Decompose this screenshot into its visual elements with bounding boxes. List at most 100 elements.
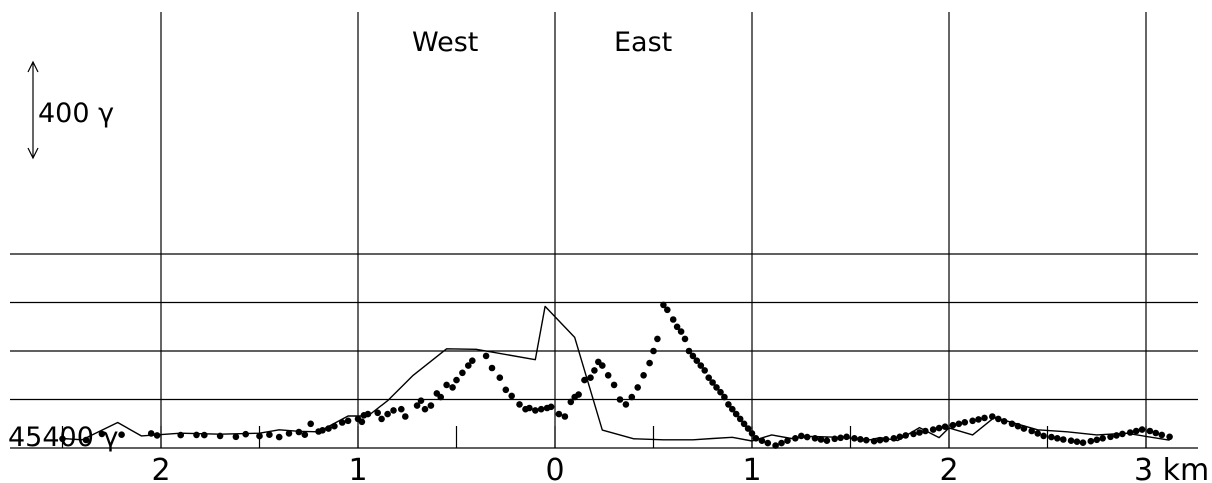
data-point xyxy=(989,413,996,420)
data-point xyxy=(421,405,429,413)
data-point xyxy=(744,425,752,432)
data-point xyxy=(876,436,884,444)
data-point xyxy=(929,426,937,433)
data-point xyxy=(890,435,898,442)
data-point xyxy=(995,415,1002,423)
data-point xyxy=(575,391,582,398)
data-point xyxy=(870,437,878,445)
data-point xyxy=(831,435,838,443)
data-point xyxy=(319,427,326,434)
data-point xyxy=(216,432,224,440)
data-point xyxy=(817,436,825,443)
data-point xyxy=(784,437,791,445)
data-point xyxy=(604,372,612,379)
data-point xyxy=(697,362,705,369)
data-point xyxy=(823,437,831,445)
data-point xyxy=(725,401,732,408)
data-point xyxy=(301,431,309,439)
labels-layer: West East 400 γ 45400 γ xyxy=(8,27,672,453)
data-point xyxy=(417,397,425,405)
data-point xyxy=(693,357,701,365)
data-point xyxy=(1014,422,1022,430)
data-point xyxy=(266,431,273,439)
data-point xyxy=(941,423,949,431)
data-point xyxy=(685,347,693,355)
data-point xyxy=(459,369,466,377)
data-point xyxy=(591,367,598,374)
data-point xyxy=(1020,425,1028,432)
data-point xyxy=(660,301,667,309)
data-point xyxy=(1079,439,1087,447)
data-point xyxy=(177,431,184,439)
data-point xyxy=(331,422,338,430)
data-point xyxy=(1152,429,1160,437)
direction-label-west: West xyxy=(412,27,478,58)
data-point xyxy=(1166,433,1173,441)
data-point xyxy=(453,376,460,384)
data-point xyxy=(896,433,904,441)
data-point xyxy=(713,384,720,391)
data-point xyxy=(1054,435,1061,442)
x-tick-label: 0 xyxy=(545,453,564,483)
data-point xyxy=(325,425,332,432)
data-point xyxy=(1132,427,1140,435)
data-point xyxy=(955,420,963,428)
data-point xyxy=(1146,427,1154,435)
data-point xyxy=(364,410,372,418)
scatter-points-layer xyxy=(59,301,1173,449)
data-point xyxy=(555,410,563,418)
data-point xyxy=(1099,435,1106,442)
data-point xyxy=(378,415,385,423)
x-tick-label: 3 km xyxy=(1134,453,1209,483)
data-point xyxy=(153,432,161,439)
data-point xyxy=(98,430,106,438)
data-point xyxy=(599,362,606,369)
data-point xyxy=(532,407,539,414)
data-point xyxy=(1158,431,1166,439)
grid-lines xyxy=(10,12,1198,449)
data-point xyxy=(837,434,844,442)
data-point xyxy=(561,413,569,420)
data-point xyxy=(851,435,858,442)
data-point xyxy=(628,393,636,401)
data-point xyxy=(427,402,435,409)
data-point xyxy=(1008,420,1016,428)
data-point xyxy=(732,410,740,418)
direction-label-east: East xyxy=(614,27,672,58)
data-point xyxy=(465,362,472,369)
data-point xyxy=(547,403,555,411)
data-point xyxy=(526,404,533,412)
data-point xyxy=(640,372,647,379)
data-point xyxy=(488,364,496,372)
data-point xyxy=(193,431,200,439)
data-point xyxy=(729,405,736,413)
data-point xyxy=(1073,438,1081,446)
data-point xyxy=(587,374,594,382)
data-point xyxy=(764,439,772,447)
data-point xyxy=(147,430,155,437)
data-point xyxy=(857,436,864,443)
data-point xyxy=(975,416,982,423)
data-point xyxy=(610,381,618,389)
data-point xyxy=(508,392,515,400)
data-point xyxy=(1067,437,1075,445)
data-point xyxy=(677,328,685,335)
data-point xyxy=(935,424,943,432)
data-point xyxy=(689,352,697,360)
data-point xyxy=(437,393,445,401)
data-point xyxy=(673,323,681,331)
data-point xyxy=(496,374,504,382)
data-point xyxy=(709,379,716,386)
data-point xyxy=(758,437,766,445)
data-point xyxy=(1119,430,1126,438)
data-point xyxy=(275,433,283,441)
data-point xyxy=(843,433,850,441)
scale-bar-label: 400 γ xyxy=(38,98,114,129)
x-tick-label: 2 xyxy=(939,453,958,483)
data-point xyxy=(669,316,677,323)
data-point xyxy=(567,398,575,406)
data-point xyxy=(358,418,366,426)
data-point xyxy=(616,396,624,403)
data-point xyxy=(740,420,748,428)
data-point xyxy=(449,384,456,391)
